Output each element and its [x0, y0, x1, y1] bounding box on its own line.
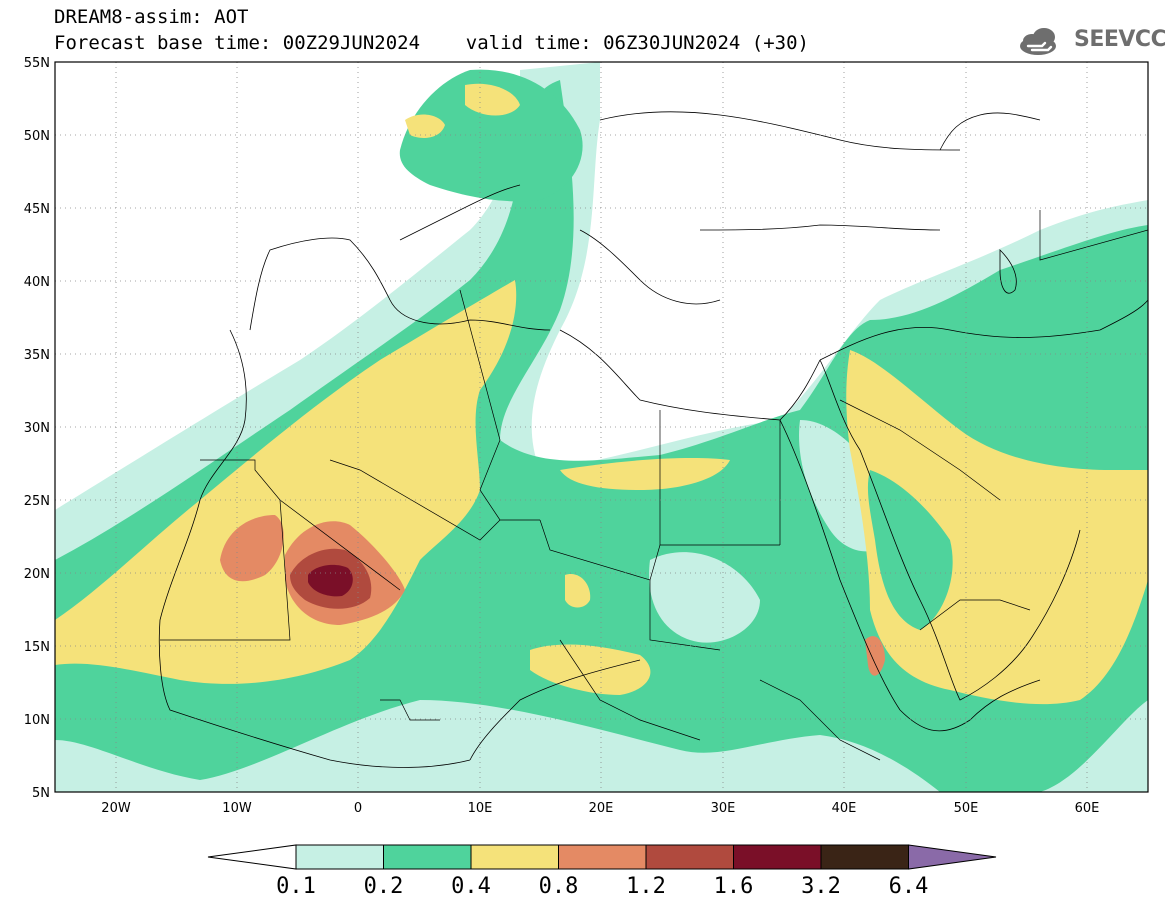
lon-tick-label: 50E [954, 801, 979, 816]
map-title: DREAM8-assim: AOT [54, 6, 249, 28]
colorbar-label: 0.2 [364, 874, 404, 899]
aot-africa-light [649, 552, 760, 643]
aot-arabia-green-inset [867, 470, 953, 630]
lat-tick-label: 50N [24, 129, 50, 144]
aot-europe-yellow-2 [405, 114, 445, 138]
lon-axis: 20W 10W 0 10E 20E 30E 40E 50E 60E [101, 801, 1099, 816]
lon-tick-label: 40E [832, 801, 857, 816]
colorbar-label: 6.4 [889, 874, 929, 899]
aot-mauritania-orange [220, 515, 284, 582]
gridlines [55, 62, 1148, 792]
aot-mali-darkred [308, 564, 353, 597]
lat-tick-label: 15N [24, 640, 50, 655]
colorbar: 0.1 0.2 0.4 0.8 1.2 1.6 3.2 6.4 [207, 844, 997, 899]
lat-tick-label: 20N [24, 567, 50, 582]
logo-text: SEEVCCC [1074, 27, 1165, 52]
lat-tick-label: 55N [24, 56, 50, 71]
cloud-logo-icon [1020, 28, 1056, 55]
aot-fields [55, 62, 1148, 792]
plot-frame [54, 61, 1149, 793]
colorbar-label: 1.2 [626, 874, 666, 899]
colorbar-swatch [470, 844, 559, 870]
lat-tick-label: 25N [24, 494, 50, 509]
aot-chad-yellow [565, 574, 591, 608]
lat-tick-label: 30N [24, 421, 50, 436]
colorbar-swatch [645, 844, 734, 870]
lon-tick-label: 30E [711, 801, 736, 816]
aot-europe-green [399, 69, 583, 202]
colorbar-max-arrow [908, 844, 997, 870]
colorbar-label: 0.8 [539, 874, 579, 899]
lat-axis: 55N 50N 45N 40N 35N 30N 25N 20N 15N 10N … [24, 56, 50, 801]
lat-tick-label: 45N [24, 202, 50, 217]
colorbar-min-arrow [207, 844, 297, 870]
country-borders [160, 210, 1148, 761]
aot-sahel-yellow-1 [530, 644, 651, 695]
colorbar-swatch [733, 844, 822, 870]
lat-tick-label: 5N [32, 786, 50, 801]
lon-tick-label: 20E [589, 801, 614, 816]
colorbar-swatch [820, 844, 909, 870]
coastlines [158, 111, 1148, 768]
lat-tick-label: 35N [24, 348, 50, 363]
colorbar-label: 3.2 [801, 874, 841, 899]
colorbar-label: 0.1 [276, 874, 316, 899]
colorbar-swatch [558, 844, 647, 870]
colorbar-label: 1.6 [714, 874, 754, 899]
lon-tick-label: 10W [222, 801, 252, 816]
lon-tick-label: 60E [1075, 801, 1100, 816]
lat-tick-label: 10N [24, 713, 50, 728]
lon-tick-label: 20W [101, 801, 131, 816]
colorbar-swatch [383, 844, 472, 870]
lat-tick-label: 40N [24, 275, 50, 290]
aot-europe-yellow-1 [465, 83, 520, 116]
colorbar-label: 0.4 [451, 874, 491, 899]
lon-tick-label: 10E [468, 801, 493, 816]
forecast-time-line: Forecast base time: 00Z29JUN2024 valid t… [54, 32, 809, 54]
colorbar-swatch [295, 844, 384, 870]
aot-libya-yellow [560, 458, 730, 490]
lon-tick-label: 0 [354, 801, 362, 816]
